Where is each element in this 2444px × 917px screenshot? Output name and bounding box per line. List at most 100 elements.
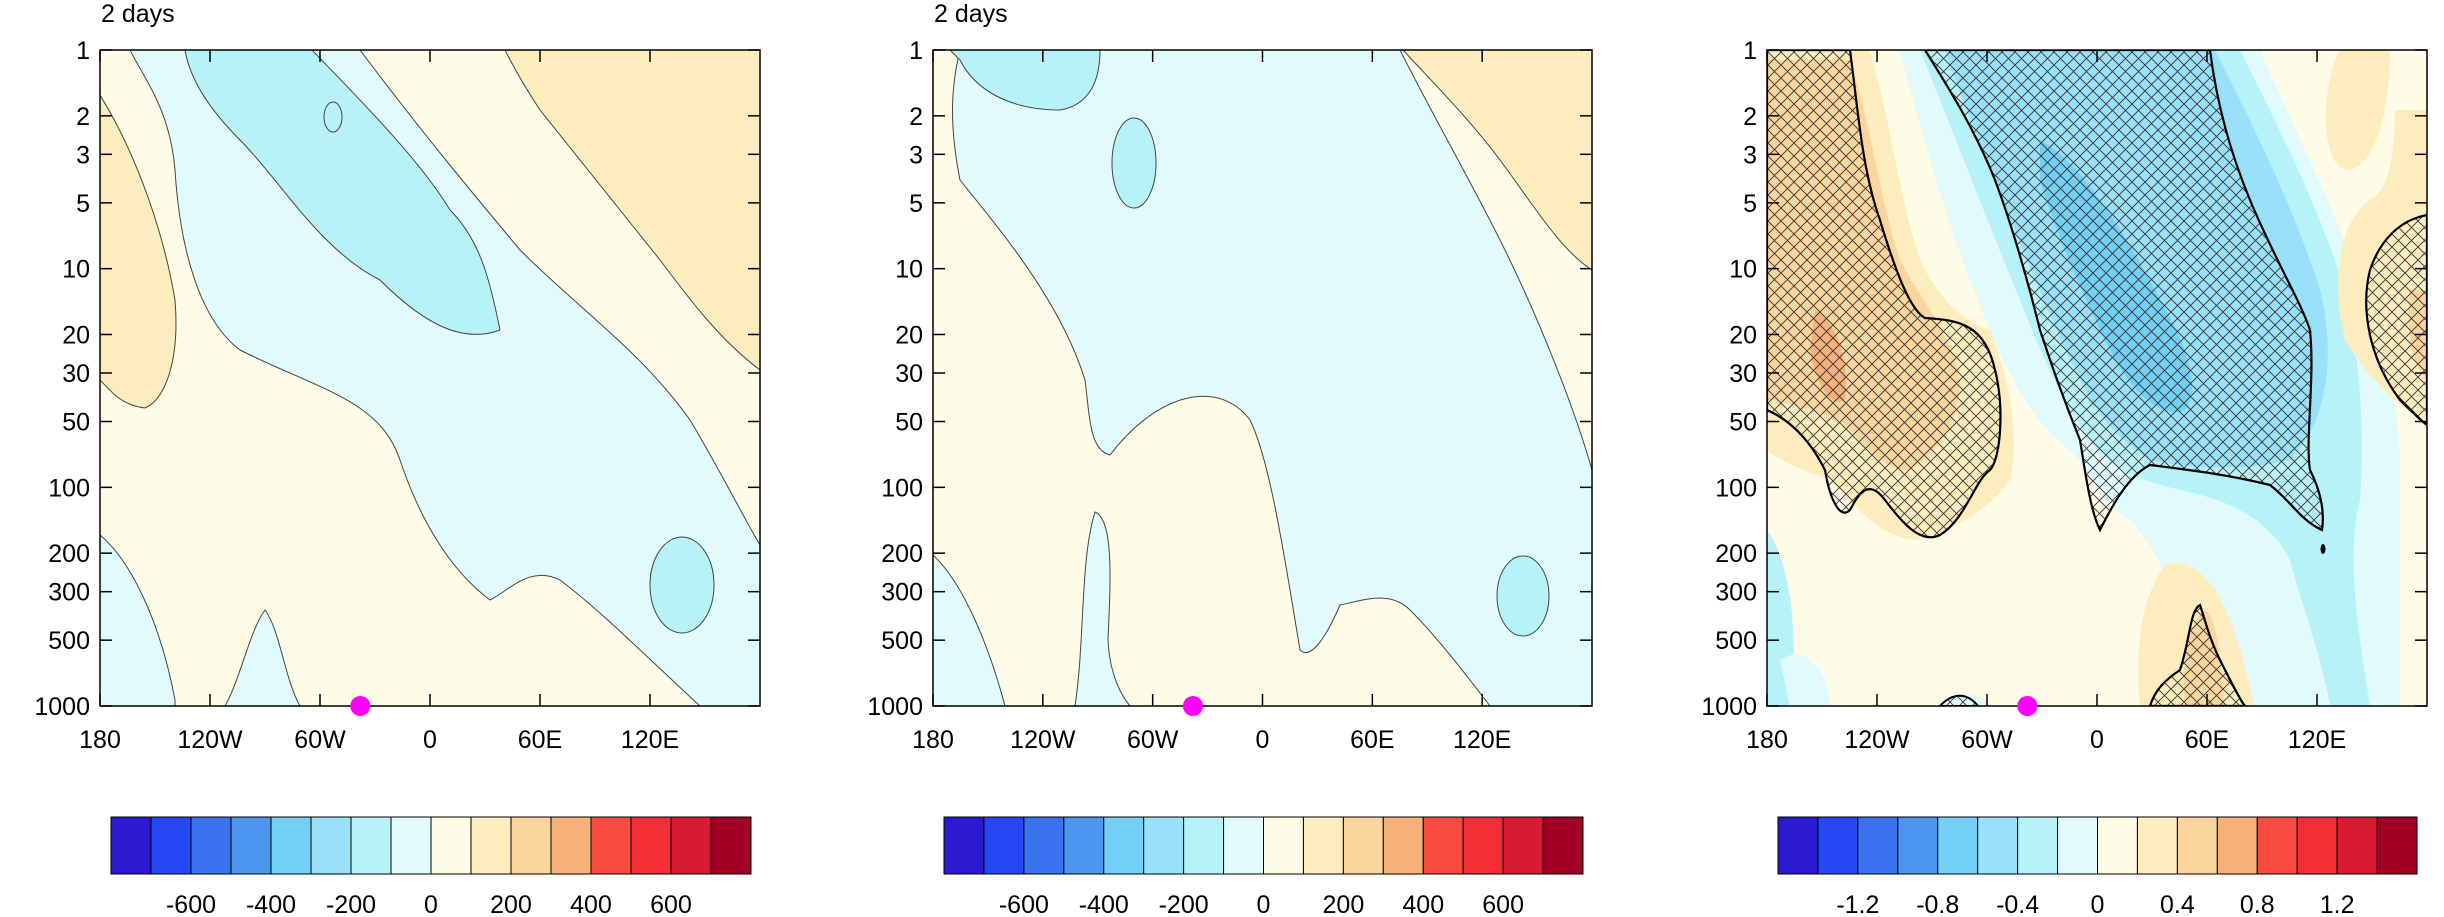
panel-1-axes: 1 2 3 5 10 20 30 50 100 200 300 500 1000 180 120W 60W 0 6…	[34, 37, 761, 754]
y-tick-label: 1	[76, 37, 90, 65]
colorbar-box	[390, 816, 432, 875]
x-tick-label: 0	[2090, 726, 2104, 754]
colorbar-label: 0	[1257, 891, 1271, 917]
panel-1-title: 2 days	[101, 0, 175, 28]
colorbar-box	[2376, 816, 2418, 875]
y-tick-label: 1	[909, 37, 923, 65]
colorbar-box	[1342, 816, 1384, 875]
panel-3: 1 2 3 5 10 20 30 50 100 200 300 500 1000 180 120W 60W 0 6…	[1701, 37, 2428, 917]
y-tick-label: 300	[881, 579, 923, 607]
colorbar-box	[2017, 816, 2059, 875]
colorbar-box	[270, 816, 312, 875]
x-tick-label: 180	[912, 726, 954, 754]
panel-3-hatched-region-center	[1923, 50, 2324, 533]
colorbar-label: 200	[490, 891, 532, 917]
colorbar-box	[2136, 816, 2178, 875]
colorbar-box	[983, 816, 1025, 875]
x-tick-label: 60E	[1350, 726, 1394, 754]
colorbar-box	[1302, 816, 1344, 875]
colorbar-box	[1023, 816, 1065, 875]
y-tick-label: 50	[895, 409, 923, 437]
colorbar-box	[1382, 816, 1424, 875]
panel-3-hatched-region-right	[2365, 213, 2427, 427]
panel-1-negative-surface-mid	[224, 609, 301, 706]
colorbar-box	[1977, 816, 2019, 875]
y-tick-label: 100	[48, 474, 90, 502]
y-tick-label: 2	[76, 103, 90, 131]
colorbar-label: 400	[570, 891, 612, 917]
panel-1-positive-upper-right	[504, 50, 760, 371]
colorbar-box	[430, 816, 472, 875]
colorbar-box	[2176, 816, 2218, 875]
colorbar-box	[1183, 816, 1225, 875]
panel-1-positive-left	[100, 94, 177, 409]
y-tick-label: 1	[1743, 37, 1757, 65]
colorbar-box	[670, 816, 712, 875]
y-tick-label: 200	[48, 540, 90, 568]
colorbar-box	[2256, 816, 2298, 875]
y-tick-label: 2	[1743, 103, 1757, 131]
colorbar-box	[1897, 816, 1939, 875]
colorbar-label: -600	[999, 891, 1049, 917]
x-tick-label: 120W	[1844, 726, 1910, 754]
colorbar-box	[943, 816, 985, 875]
y-tick-label: 1000	[867, 693, 923, 721]
x-tick-label: 120E	[2288, 726, 2346, 754]
y-tick-label: 20	[895, 321, 923, 349]
colorbar-box	[230, 816, 272, 875]
colorbar-box	[550, 816, 592, 875]
y-tick-label: 500	[881, 627, 923, 655]
y-tick-label: 50	[1729, 409, 1757, 437]
colorbar-label: 600	[1482, 891, 1524, 917]
colorbar-label: 1.2	[2320, 891, 2355, 917]
x-tick-label: 180	[1746, 726, 1788, 754]
y-tick-label: 50	[62, 409, 90, 437]
x-tick-label: 60W	[294, 726, 346, 754]
panel-2-field	[933, 50, 1592, 706]
x-tick-label: 120W	[177, 726, 243, 754]
x-tick-label: 0	[1256, 726, 1270, 754]
x-tick-label: 180	[79, 726, 121, 754]
y-tick-label: 1000	[34, 693, 90, 721]
panel-3-location-marker	[2017, 696, 2038, 716]
y-tick-label: 300	[1715, 579, 1757, 607]
panel-2: 2 days 1 2 3 5 10 20 30 50 100 200 300 500 1000 180 12…	[867, 0, 1593, 917]
colorbar-box	[1462, 816, 1504, 875]
panel-2-title: 2 days	[934, 0, 1008, 28]
y-tick-label: 10	[895, 256, 923, 284]
panel-1-negative-surface-left	[100, 534, 176, 706]
x-tick-label: 60W	[1127, 726, 1179, 754]
colorbar-box	[2057, 816, 2098, 875]
panel-2-negative-surface-mid	[1074, 511, 1131, 706]
colorbar-label: -1.2	[1836, 891, 1879, 917]
colorbar-box	[470, 816, 512, 875]
panel-2-negative-band	[952, 50, 1592, 706]
y-tick-label: 100	[881, 474, 923, 502]
colorbar-box	[1063, 816, 1105, 875]
colorbar-label: 400	[1402, 891, 1444, 917]
colorbar-box	[350, 816, 392, 875]
colorbar-label: -200	[1159, 891, 1209, 917]
colorbar-box	[1143, 816, 1185, 875]
colorbar-label: -0.8	[1916, 891, 1959, 917]
colorbar-label: 0	[2091, 891, 2105, 917]
panel-3-colorbar: -1.2 -0.8 -0.4 0 0.4 0.8 1.2	[1777, 816, 2418, 917]
colorbar-label: 0.4	[2160, 891, 2195, 917]
colorbar-label: -0.4	[1996, 891, 2039, 917]
y-tick-label: 3	[76, 141, 90, 169]
x-tick-label: 60W	[1961, 726, 2013, 754]
panel-2-location-marker	[1182, 696, 1203, 716]
colorbar-box	[1422, 816, 1464, 875]
y-tick-label: 10	[1729, 256, 1757, 284]
y-tick-label: 2	[909, 103, 923, 131]
y-tick-label: 500	[1715, 627, 1757, 655]
y-tick-label: 1000	[1701, 693, 1757, 721]
panel-3-field	[1767, 50, 2427, 706]
colorbar-box	[2336, 816, 2378, 875]
panel-1-location-marker	[350, 696, 371, 716]
x-tick-label: 120E	[1453, 726, 1511, 754]
colorbar-box	[1223, 816, 1264, 875]
y-tick-label: 100	[1715, 474, 1757, 502]
y-tick-label: 30	[895, 360, 923, 388]
colorbar-box	[2097, 816, 2138, 875]
